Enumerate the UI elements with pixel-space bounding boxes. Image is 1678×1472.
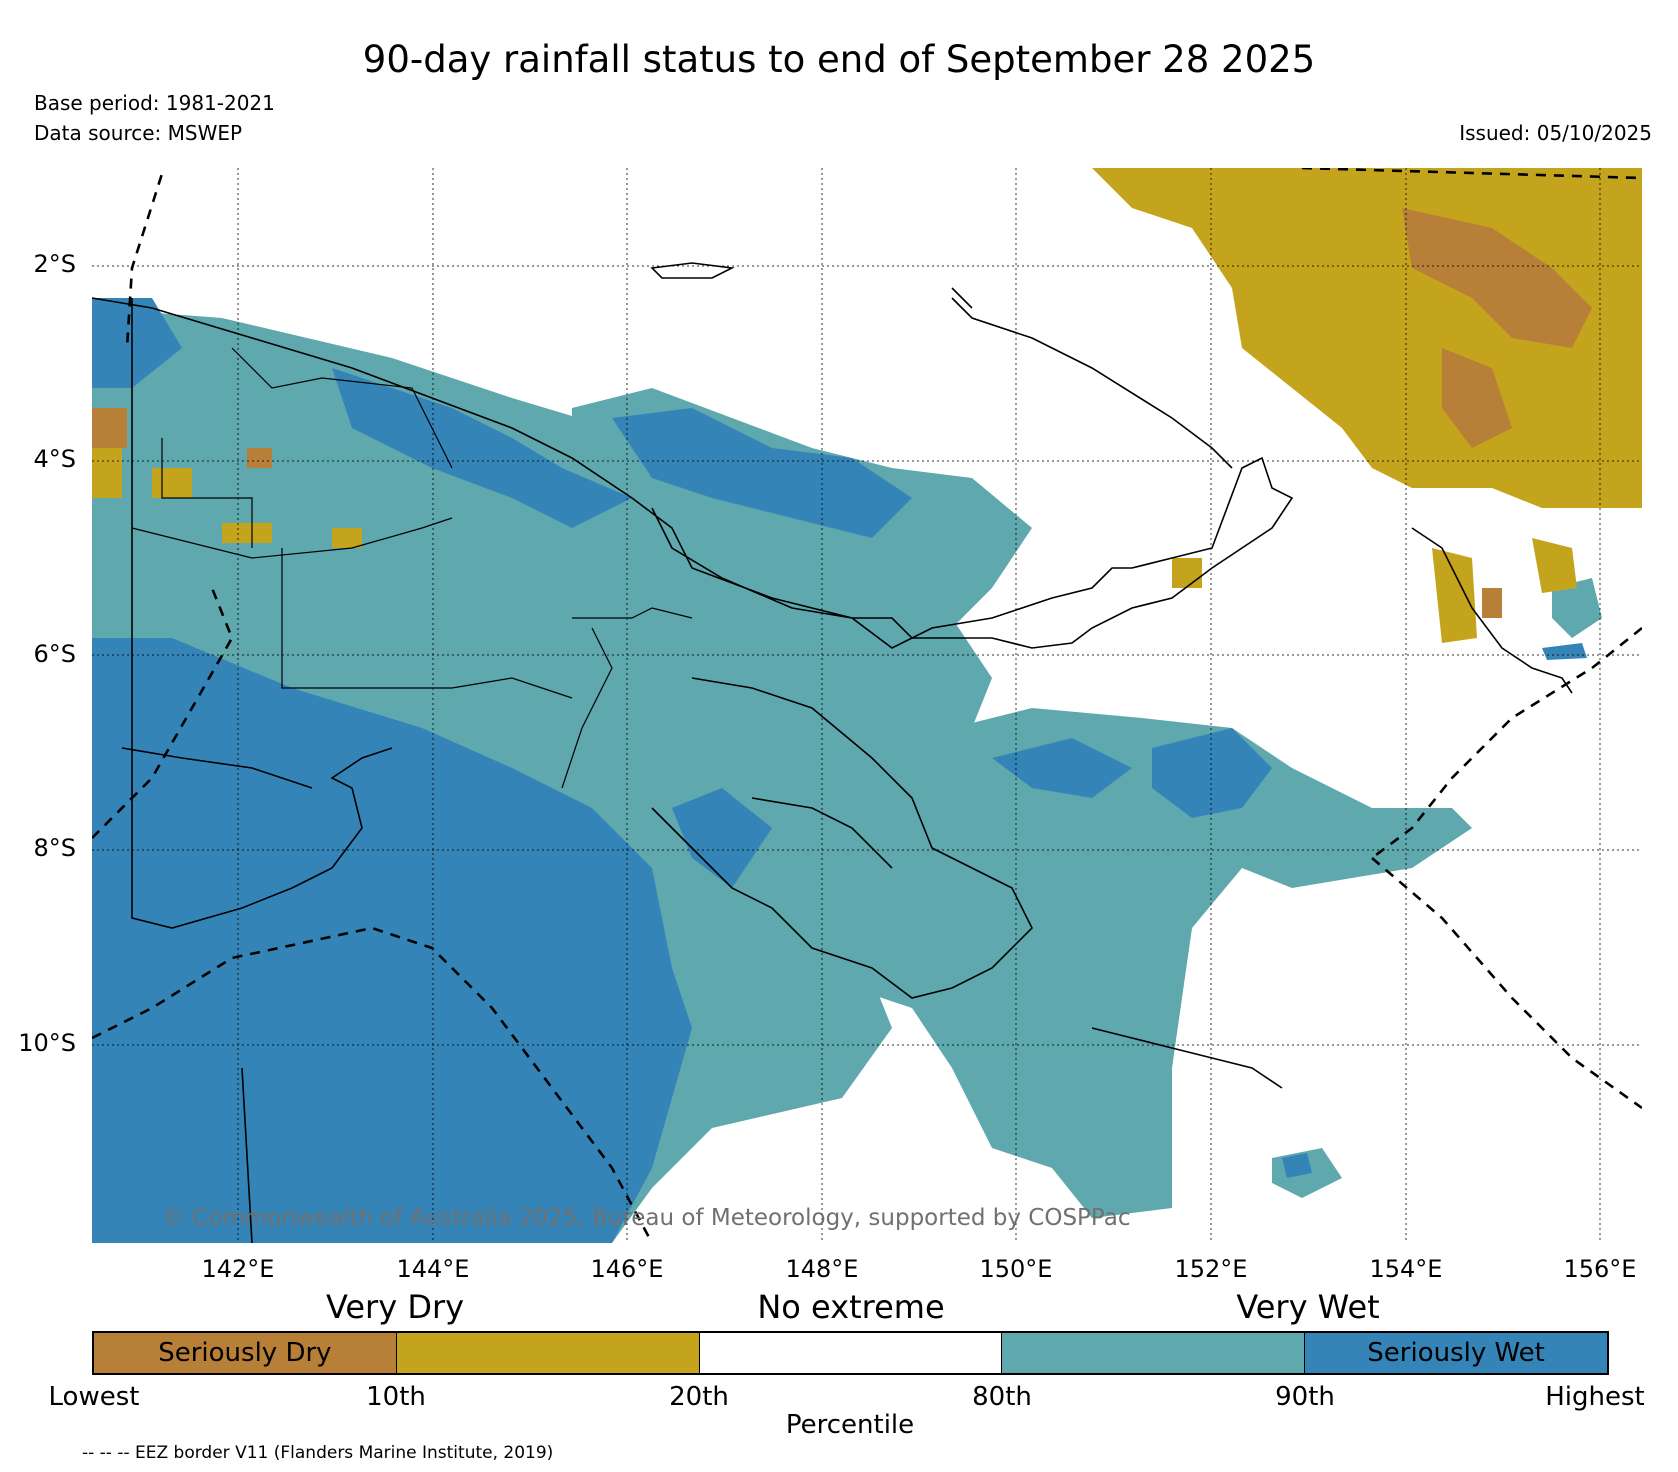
tick-80th: 80th (972, 1382, 1032, 1412)
lon-label-154e: 154°E (1369, 1255, 1443, 1283)
tick-10th: 10th (366, 1382, 426, 1412)
lon-label-146e: 146°E (590, 1255, 664, 1283)
legend-seriously-dry: Seriously Dry (94, 1333, 397, 1373)
no-extreme-label: No extreme (757, 1288, 945, 1326)
lon-label-150e: 150°E (979, 1255, 1053, 1283)
lon-label-152e: 152°E (1174, 1255, 1248, 1283)
tick-highest: Highest (1545, 1382, 1645, 1412)
lon-label-156e: 156°E (1563, 1255, 1637, 1283)
tick-20th: 20th (669, 1382, 729, 1412)
lat-label-2s: 2°S (33, 250, 76, 278)
legend-seriously-wet: Seriously Wet (1305, 1333, 1607, 1373)
legend-very-dry (396, 1333, 700, 1373)
eez-note-text: -- -- -- EEZ border V11 (Flanders Marine… (82, 1443, 554, 1463)
lat-label-6s: 6°S (33, 640, 76, 668)
very-wet-label: Very Wet (1236, 1288, 1380, 1326)
lon-label-148e: 148°E (785, 1255, 859, 1283)
coastlines (92, 262, 1573, 1243)
seriously-wet-areas (92, 298, 1587, 1243)
percentile-axis-label: Percentile (785, 1410, 915, 1440)
issued-date-text: Issued: 05/10/2025 (1459, 121, 1652, 145)
base-period-text: Base period: 1981-2021 (34, 91, 275, 115)
data-source-text: Data source: MSWEP (34, 121, 243, 145)
province-borders (131, 347, 693, 789)
tick-lowest: Lowest (48, 1382, 140, 1412)
map-gridlines (92, 168, 1642, 1243)
copyright-text: © Commonwealth of Australia 2025, Bureau… (162, 1205, 1131, 1231)
chart-title: 90-day rainfall status to end of Septemb… (362, 38, 1316, 81)
lon-label-142e: 142°E (201, 1255, 275, 1283)
rainfall-map: © Commonwealth of Australia 2025, Bureau… (92, 168, 1642, 1243)
legend-no-extreme (699, 1333, 1003, 1373)
seriously-dry-areas (92, 208, 1592, 618)
legend-bar: Seriously Dry Seriously Wet (92, 1331, 1609, 1375)
lat-label-8s: 8°S (33, 834, 76, 862)
eez-borders (92, 168, 1642, 1243)
very-dry-label: Very Dry (325, 1288, 465, 1326)
lat-label-10s: 10°S (18, 1029, 76, 1057)
tick-90th: 90th (1275, 1382, 1335, 1412)
legend-very-wet (1002, 1333, 1306, 1373)
lon-label-144e: 144°E (396, 1255, 470, 1283)
lat-label-4s: 4°S (33, 445, 76, 473)
